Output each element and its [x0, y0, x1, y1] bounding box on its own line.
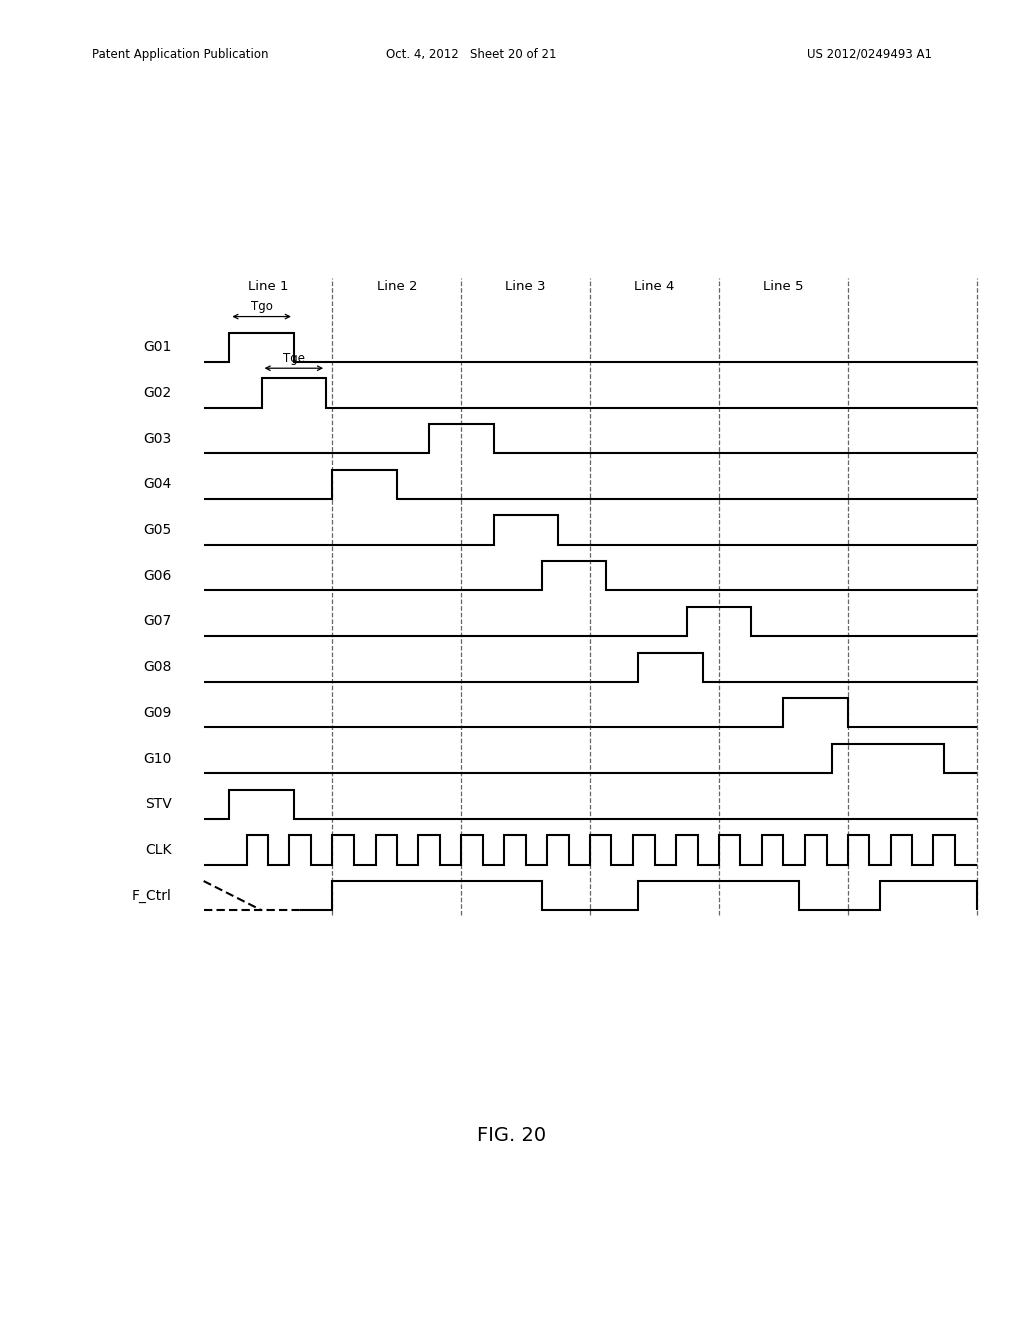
- Text: Oct. 4, 2012   Sheet 20 of 21: Oct. 4, 2012 Sheet 20 of 21: [386, 48, 556, 61]
- Text: G01: G01: [143, 341, 171, 354]
- Text: Line 4: Line 4: [634, 280, 675, 293]
- Text: G06: G06: [143, 569, 171, 582]
- Text: G07: G07: [143, 614, 171, 628]
- Text: Tgo: Tgo: [251, 300, 272, 313]
- Text: FIG. 20: FIG. 20: [477, 1126, 547, 1144]
- Text: Patent Application Publication: Patent Application Publication: [92, 48, 268, 61]
- Text: G10: G10: [143, 751, 171, 766]
- Text: Line 5: Line 5: [763, 280, 804, 293]
- Text: Line 1: Line 1: [248, 280, 289, 293]
- Text: G04: G04: [143, 478, 171, 491]
- Text: G02: G02: [143, 385, 171, 400]
- Text: Tge: Tge: [283, 352, 305, 366]
- Text: STV: STV: [144, 797, 171, 812]
- Text: Line 2: Line 2: [377, 280, 417, 293]
- Text: CLK: CLK: [145, 843, 171, 857]
- Text: G03: G03: [143, 432, 171, 446]
- Text: G09: G09: [143, 706, 171, 719]
- Text: US 2012/0249493 A1: US 2012/0249493 A1: [807, 48, 932, 61]
- Text: Line 3: Line 3: [506, 280, 546, 293]
- Text: F_Ctrl: F_Ctrl: [131, 888, 171, 903]
- Text: G08: G08: [143, 660, 171, 675]
- Text: G05: G05: [143, 523, 171, 537]
